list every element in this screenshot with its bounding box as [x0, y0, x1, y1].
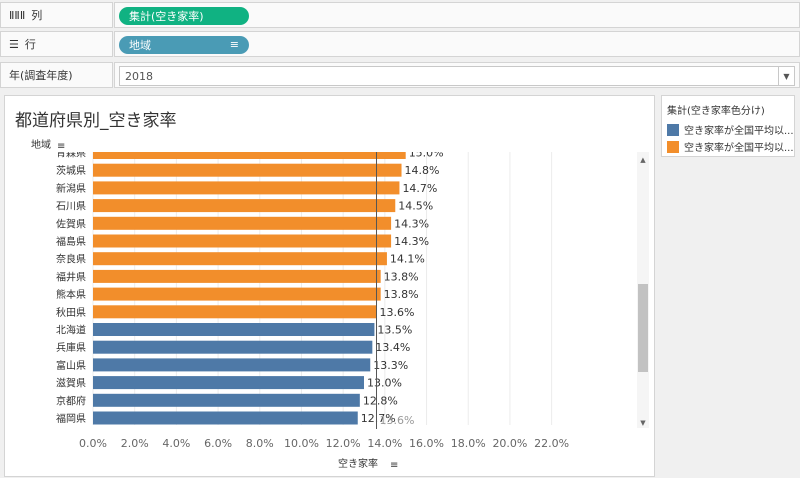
bar[interactable] — [93, 323, 375, 336]
category-label: 茨城県 — [56, 164, 86, 177]
row-header-label: 地域 — [31, 138, 51, 151]
category-label: 福島県 — [56, 235, 86, 248]
x-tick-label: 14.0% — [367, 437, 402, 450]
scroll-up-icon[interactable]: ▲ — [640, 156, 646, 164]
bar-value-label: 14.1% — [390, 253, 425, 266]
x-tick-label: 16.0% — [409, 437, 444, 450]
bar[interactable] — [93, 269, 381, 283]
x-tick-label: 6.0% — [204, 437, 232, 450]
category-label: 兵庫県 — [56, 341, 86, 354]
bar-value-label: 14.3% — [394, 235, 429, 248]
category-label: 福井県 — [56, 270, 86, 283]
bar-value-label: 13.0% — [367, 377, 402, 390]
sort-icon[interactable]: ≡ — [229, 38, 239, 51]
category-label: 滋賀県 — [56, 377, 86, 390]
bar-value-label: 12.7% — [361, 412, 396, 425]
category-label: 石川県 — [56, 201, 86, 213]
x-tick-label: 10.0% — [284, 437, 319, 450]
x-axis-title: 空き家率 — [338, 457, 378, 470]
year-filter-label: 年(調査年度) — [0, 62, 113, 88]
rows-drop-area[interactable]: 地域 ≡ — [114, 31, 800, 57]
scroll-down-icon[interactable]: ▼ — [640, 419, 646, 427]
bar-value-label: 13.8% — [384, 270, 419, 283]
legend-swatch-orange — [667, 140, 679, 153]
bar[interactable] — [93, 181, 400, 195]
bar-chart: 地域 ≡ 15.0% 青森県 14.8% 茨城県 14.7% 新潟県 14.5% 石川県 14.3%… — [31, 138, 649, 471]
columns-pill[interactable]: 集計(空き家率) — [119, 7, 249, 25]
legend-swatch-blue — [667, 123, 679, 136]
bar-value-label: 14.8% — [405, 164, 440, 177]
rows-pill[interactable]: 地域 ≡ — [119, 36, 249, 54]
legend-item-below[interactable]: 空き家率が全国平均以... — [667, 122, 794, 137]
category-label: 青森県 — [56, 147, 86, 160]
scrollbar-thumb[interactable] — [638, 284, 648, 372]
bar[interactable] — [93, 358, 371, 372]
category-label: 北海道 — [56, 324, 86, 337]
bar[interactable] — [93, 287, 381, 301]
columns-shelf-label: ⅡⅡⅡ 列 — [0, 2, 113, 28]
worksheet: 都道府県別_空き家率 地域 ≡ 15.0% 青森県 14.8% 茨城県 14.7% 新潟県 14… — [4, 95, 655, 477]
year-filter-area: 2018 ▼ — [114, 62, 800, 88]
x-tick-label: 22.0% — [534, 437, 569, 450]
bar-value-label: 14.3% — [394, 217, 429, 230]
row-header-sort-icon[interactable]: ≡ — [57, 141, 65, 152]
category-label: 奈良県 — [56, 253, 86, 266]
bar[interactable] — [93, 199, 396, 213]
bar[interactable] — [93, 411, 358, 425]
x-axis-sort-icon[interactable]: ≡ — [390, 460, 398, 471]
bar-value-label: 14.7% — [402, 182, 437, 195]
category-label: 富山県 — [56, 359, 86, 372]
bar[interactable] — [93, 163, 402, 177]
x-tick-label: 20.0% — [492, 437, 527, 450]
x-tick-label: 2.0% — [121, 437, 149, 450]
bar-value-label: 13.4% — [375, 341, 410, 354]
category-label: 福岡県 — [56, 412, 86, 425]
category-label: 佐賀県 — [56, 218, 86, 230]
x-tick-label: 4.0% — [162, 437, 190, 450]
chevron-down-icon[interactable]: ▼ — [778, 67, 794, 85]
rows-shelf-label: ☰ 行 — [0, 31, 113, 57]
sheet-title: 都道府県別_空き家率 — [15, 111, 177, 131]
bars-group: 15.0% 青森県 14.8% 茨城県 14.7% 新潟県 14.5% 石川県 14.3% 佐賀県… — [56, 146, 444, 425]
category-label: 新潟県 — [56, 182, 86, 195]
x-tick-label: 18.0% — [451, 437, 486, 450]
bar-value-label: 13.8% — [384, 288, 419, 301]
bar[interactable] — [93, 305, 377, 319]
bar[interactable] — [93, 376, 364, 390]
x-tick-label: 0.0% — [79, 437, 107, 450]
columns-icon: ⅡⅡⅡ — [9, 8, 26, 22]
bar[interactable] — [93, 146, 406, 159]
year-dropdown[interactable]: 2018 ▼ — [119, 66, 795, 86]
bar-value-label: 15.0% — [409, 147, 444, 160]
bar-value-label: 13.5% — [377, 324, 412, 337]
year-filter: 年(調査年度) 2018 ▼ — [0, 62, 800, 88]
x-tick-label: 8.0% — [246, 437, 274, 450]
bar-value-label: 12.8% — [363, 394, 398, 407]
legend-title: 集計(空き家率色分け) — [667, 106, 765, 117]
legend-item-above[interactable]: 空き家率が全国平均以... — [667, 139, 794, 154]
bar[interactable] — [93, 252, 387, 266]
category-label: 京都府 — [56, 394, 86, 407]
bar-value-label: 13.6% — [380, 306, 415, 319]
bar[interactable] — [93, 340, 373, 354]
reference-line-label: 13.6% — [380, 414, 415, 427]
bar-value-label: 13.3% — [373, 359, 408, 372]
columns-drop-area[interactable]: 集計(空き家率) — [114, 2, 800, 28]
rows-icon: ☰ — [9, 37, 19, 51]
rows-shelf: ☰ 行 地域 ≡ — [0, 31, 800, 57]
bar-value-label: 14.5% — [398, 200, 433, 213]
category-label: 秋田県 — [56, 306, 86, 319]
category-label: 熊本県 — [56, 288, 86, 301]
bar[interactable] — [93, 234, 392, 248]
color-legend: 集計(空き家率色分け) 空き家率が全国平均以... 空き家率が全国平均以... — [661, 95, 795, 157]
columns-shelf: ⅡⅡⅡ 列 集計(空き家率) — [0, 2, 800, 28]
bar[interactable] — [93, 393, 360, 407]
x-tick-label: 12.0% — [326, 437, 361, 450]
bar[interactable] — [93, 216, 392, 230]
